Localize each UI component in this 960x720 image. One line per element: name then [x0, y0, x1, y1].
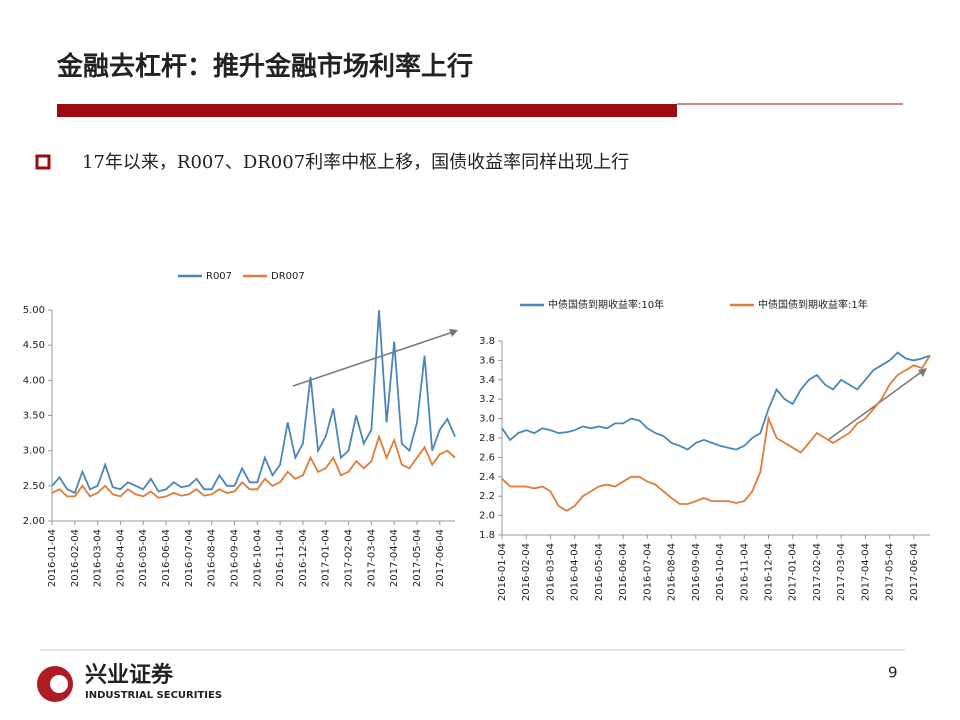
x-tick-label: 2017-03-04 — [366, 529, 377, 587]
x-tick-label: 2016-04-04 — [570, 543, 581, 601]
y-tick-label: 5.00 — [23, 305, 45, 316]
y-tick-label: 3.2 — [479, 394, 495, 405]
x-tick-label: 2016-06-04 — [161, 529, 172, 587]
title-bar — [57, 104, 677, 117]
y-tick-label: 2.50 — [23, 481, 45, 492]
line-series — [501, 355, 931, 512]
y-tick-label: 3.6 — [479, 355, 495, 366]
x-tick-label: 2017-04-04 — [860, 543, 871, 601]
x-tick-label: 2016-02-04 — [521, 543, 532, 601]
x-tick-label: 2017-02-04 — [812, 543, 823, 601]
y-tick-label: 4.00 — [23, 375, 45, 386]
y-tick-label: 3.00 — [23, 446, 45, 457]
x-tick-label: 2016-08-04 — [207, 529, 218, 587]
y-tick-label: 4.50 — [23, 340, 45, 351]
x-tick-label: 2016-10-04 — [252, 529, 263, 587]
x-tick-label: 2016-05-04 — [594, 543, 605, 601]
logo-en: INDUSTRIAL SECURITIES — [85, 690, 222, 701]
x-tick-label: 2016-07-04 — [184, 529, 195, 587]
legend-label: 中债国债到期收益率:1年 — [758, 298, 868, 311]
y-tick-label: 2.6 — [479, 452, 495, 463]
arrow-head — [449, 329, 458, 337]
x-tick-label: 2017-06-04 — [909, 543, 920, 601]
bullet-text: 17年以来，R007、DR007利率中枢上移，国债收益率同样出现上行 — [82, 152, 629, 173]
x-tick-label: 2016-11-04 — [739, 543, 750, 601]
x-tick-label: 2016-12-04 — [763, 543, 774, 601]
x-tick-label: 2017-01-04 — [321, 529, 332, 587]
x-tick-label: 2017-03-04 — [836, 543, 847, 601]
y-tick-label: 2.0 — [479, 511, 495, 522]
legend-label: DR007 — [271, 271, 305, 282]
slide-title: 金融去杠杆：推升金融市场利率上行 — [56, 51, 473, 82]
x-tick-label: 2017-05-04 — [412, 529, 423, 587]
x-tick-label: 2016-09-04 — [691, 543, 702, 601]
logo-cn: 兴业证券 — [85, 662, 174, 688]
trend-arrow — [292, 330, 457, 387]
x-tick-label: 2017-06-04 — [435, 529, 446, 587]
y-tick-label: 3.4 — [479, 375, 495, 386]
legend-label: 中债国债到期收益率:10年 — [548, 298, 664, 311]
y-tick-label: 3.0 — [479, 414, 495, 425]
x-tick-label: 2016-10-04 — [715, 543, 726, 601]
x-tick-label: 2016-11-04 — [275, 529, 286, 587]
y-tick-label: 1.8 — [479, 530, 495, 541]
x-tick-label: 2016-03-04 — [545, 543, 556, 601]
x-tick-label: 2016-06-04 — [618, 543, 629, 601]
y-tick-label: 2.4 — [479, 472, 495, 483]
x-tick-label: 2016-03-04 — [93, 529, 104, 587]
x-tick-label: 2017-02-04 — [344, 529, 355, 587]
x-tick-label: 2017-05-04 — [885, 543, 896, 601]
x-tick-label: 2017-01-04 — [788, 543, 799, 601]
x-tick-label: 2017-04-04 — [389, 529, 400, 587]
legend-label: R007 — [206, 271, 232, 282]
y-tick-label: 3.50 — [23, 411, 45, 422]
y-tick-label: 2.00 — [23, 516, 45, 527]
x-tick-label: 2016-01-04 — [47, 529, 58, 587]
line-series — [501, 351, 931, 451]
arrow-head — [918, 368, 927, 377]
y-tick-label: 3.8 — [479, 336, 495, 347]
x-tick-label: 2016-08-04 — [667, 543, 678, 601]
y-tick-label: 2.2 — [479, 491, 495, 502]
x-tick-label: 2016-07-04 — [642, 543, 653, 601]
page-number: 9 — [888, 664, 898, 682]
bullet-icon — [35, 154, 51, 170]
x-tick-label: 2016-12-04 — [298, 529, 309, 587]
line-series — [51, 309, 456, 495]
x-tick-label: 2016-02-04 — [70, 529, 81, 587]
x-tick-label: 2016-04-04 — [115, 529, 126, 587]
x-tick-label: 2016-09-04 — [229, 529, 240, 587]
x-tick-label: 2016-05-04 — [138, 529, 149, 587]
line-series — [51, 433, 456, 499]
y-tick-label: 2.8 — [479, 433, 495, 444]
logo-mark-inner — [50, 675, 68, 693]
x-tick-label: 2016-01-04 — [497, 543, 508, 601]
